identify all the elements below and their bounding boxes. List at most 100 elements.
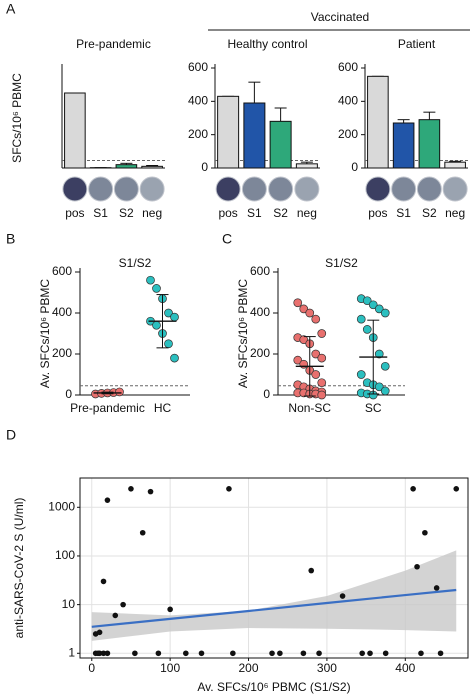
y-tick-label: 200	[188, 127, 208, 141]
well-image	[294, 176, 320, 202]
x-tick-label: 400	[395, 661, 415, 675]
point	[437, 650, 444, 657]
y-tick-label: 400	[52, 305, 72, 319]
point	[374, 349, 384, 359]
well-image	[416, 176, 442, 202]
point	[152, 320, 161, 330]
point	[317, 353, 327, 363]
y-axis-label: anti-SARS-CoV-2 S (U/ml)	[12, 498, 26, 639]
x-tick-label: S1	[247, 206, 262, 220]
point	[362, 296, 372, 306]
point	[422, 529, 428, 536]
point	[339, 593, 346, 599]
x-tick-label: HC	[154, 401, 172, 415]
point	[453, 485, 460, 492]
point	[198, 650, 205, 657]
y-axis-label: SFCs/10⁶ PBMC	[10, 73, 24, 163]
panel-title: Patient	[398, 37, 436, 51]
x-tick-label: 300	[317, 661, 337, 675]
y-tick-label: 0	[351, 160, 358, 174]
well-image	[62, 176, 88, 202]
point	[300, 650, 307, 657]
point	[311, 370, 321, 379]
point	[356, 370, 366, 379]
y-tick-label: 10	[62, 597, 76, 611]
well-image	[391, 176, 417, 202]
point	[269, 650, 275, 657]
point	[155, 650, 162, 657]
y-axis-label: Av. SFCs/10⁶ PBMC	[236, 279, 250, 389]
point	[433, 585, 440, 591]
point	[299, 335, 309, 344]
x-tick-label: pos	[368, 206, 387, 220]
well-image	[215, 176, 241, 202]
group-label: Vaccinated	[311, 10, 369, 24]
point	[230, 650, 236, 657]
y-tick-label: 600	[250, 264, 270, 278]
panel-letter: D	[6, 427, 16, 443]
y-tick-label: 600	[338, 60, 358, 74]
bar	[444, 161, 466, 169]
well-image	[241, 176, 267, 202]
point	[293, 298, 303, 308]
point	[317, 329, 327, 338]
panel-title: Healthy control	[227, 37, 307, 51]
x-tick-label: pos	[65, 206, 84, 220]
point	[147, 488, 154, 495]
x-tick-label: Pre-pandemic	[70, 401, 145, 415]
point	[100, 650, 107, 657]
point	[104, 497, 111, 503]
point	[305, 308, 315, 318]
point	[414, 563, 420, 570]
point	[382, 650, 389, 657]
y-tick-label: 1	[68, 645, 75, 659]
point	[317, 390, 327, 400]
bar	[295, 163, 318, 169]
point	[152, 284, 161, 293]
y-tick-label: 400	[188, 94, 208, 108]
panel-letter: C	[222, 231, 232, 247]
x-tick-label: S2	[273, 206, 288, 220]
point	[311, 314, 321, 324]
point	[146, 275, 155, 285]
well-image	[113, 176, 139, 202]
y-tick-label: 0	[201, 160, 208, 174]
panel-border	[79, 477, 469, 659]
point	[132, 650, 138, 657]
bar	[269, 120, 292, 169]
panel-letter: A	[6, 1, 16, 17]
panel-title: Pre-pandemic	[76, 37, 151, 51]
well-image	[365, 176, 391, 202]
x-tick-label: neg	[297, 206, 317, 220]
point	[311, 349, 321, 359]
y-tick-label: 200	[250, 346, 270, 360]
point	[100, 578, 107, 585]
point	[418, 650, 424, 657]
fit-line	[91, 588, 457, 628]
well-image	[139, 176, 165, 202]
bar	[64, 92, 86, 169]
bar	[141, 165, 163, 169]
bar	[217, 95, 240, 169]
x-axis-label: Av. SFCs/10⁶ PBMC (S1/S2)	[197, 680, 350, 694]
bar	[243, 102, 266, 169]
point	[164, 308, 173, 318]
x-tick-label: 0	[88, 661, 95, 675]
x-tick-label: S1	[93, 206, 108, 220]
point	[362, 325, 372, 334]
point	[96, 650, 103, 657]
x-tick-label: pos	[218, 206, 237, 220]
bar	[392, 122, 415, 169]
y-tick-label: 400	[338, 94, 358, 108]
point	[226, 485, 232, 492]
point	[164, 339, 173, 349]
x-tick-label: Non-SC	[288, 401, 331, 415]
panel-letter: B	[6, 231, 15, 247]
point	[374, 304, 384, 314]
point	[183, 650, 189, 657]
y-tick-label: 0	[65, 387, 72, 401]
point	[317, 378, 327, 388]
point	[308, 567, 315, 574]
bar	[418, 119, 441, 169]
